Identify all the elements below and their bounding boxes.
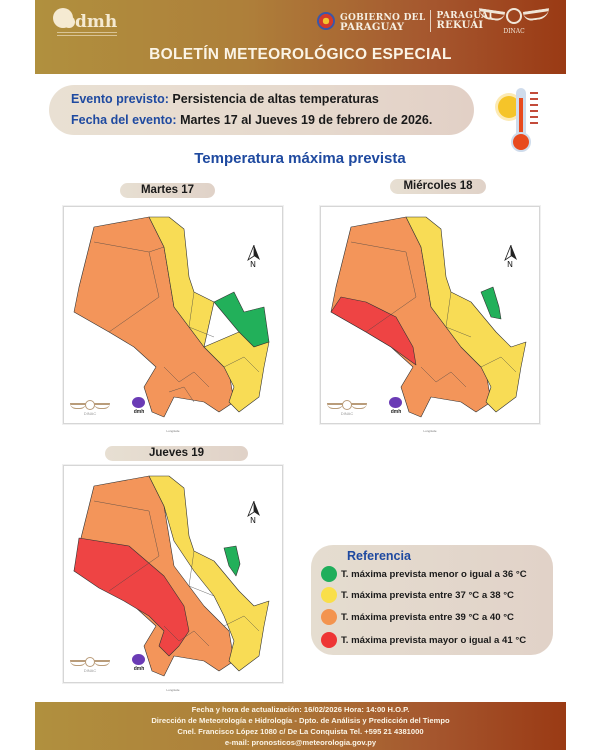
tick-mark bbox=[530, 116, 538, 118]
day-label-martes: Martes 17 bbox=[120, 183, 215, 198]
dinac-label: DINAC bbox=[503, 28, 525, 35]
paraguay-emblem-icon bbox=[317, 12, 335, 30]
date-label: Fecha del evento: bbox=[71, 113, 177, 127]
dmh-watermark-icon: dmh bbox=[130, 654, 148, 674]
dmh-mark-icon bbox=[132, 397, 145, 408]
dmh-mark-icon bbox=[132, 654, 145, 665]
paraguai-rekuai-text: PARAGUÁI REKUÁI bbox=[436, 11, 492, 31]
yellow-dot-icon bbox=[321, 587, 337, 603]
paraguay-map-jueves bbox=[73, 475, 270, 677]
paraguay-map-miercoles bbox=[330, 216, 527, 418]
dinac-wings-icon bbox=[479, 8, 549, 24]
update-timestamp: Fecha y hora de actualización: 16/02/202… bbox=[191, 705, 410, 714]
legend-item-green: T. máxima prevista menor o igual a 36 °C bbox=[321, 565, 527, 583]
section-title: Temperatura máxima prevista bbox=[194, 150, 406, 167]
thermometer-sun-icon bbox=[494, 86, 544, 156]
legend-label: T. máxima prevista entre 37 °C a 38 °C bbox=[341, 589, 514, 601]
map-miercoles: N DINAC dmh Longitude bbox=[320, 206, 540, 433]
paraguai-text: PARAGUÁI bbox=[436, 11, 493, 21]
contact-email: e-mail: pronosticos@meteorologia.gov.py bbox=[224, 738, 377, 747]
header-banner: dmh GOBIERNO DEL PARAGUAY PARAGUÁI REKUÁ… bbox=[35, 0, 566, 74]
gobierno-text: GOBIERNO DEL PARAGUAY bbox=[340, 10, 425, 33]
date-line: Fecha del evento: Martes 17 al Jueves 19… bbox=[71, 113, 432, 127]
dinac-watermark-icon: DINAC bbox=[327, 399, 367, 417]
dmh-logo-subtitle bbox=[57, 32, 117, 36]
dmh-logo-mark-part-icon bbox=[63, 16, 75, 28]
north-label: N bbox=[507, 260, 513, 269]
right-wing-icon bbox=[351, 403, 367, 409]
event-value: Persistencia de altas temperaturas bbox=[172, 92, 379, 106]
paraguay-map-martes bbox=[73, 216, 270, 418]
legend-item-yellow: T. máxima prevista entre 37 °C a 38 °C bbox=[321, 586, 514, 604]
dmh-watermark-text: dmh bbox=[133, 666, 145, 672]
date-value: Martes 17 al Jueves 19 de febrero de 202… bbox=[180, 113, 433, 127]
dinac-watermark-icon: DINAC bbox=[70, 656, 110, 674]
footer-banner: Fecha y hora de actualización: 16/02/202… bbox=[35, 702, 566, 750]
map-martes: N DINAC dmh Longitude bbox=[63, 206, 283, 433]
sun-icon bbox=[498, 96, 520, 118]
department-name: Dirección de Meteorología e Hidrología -… bbox=[151, 716, 450, 725]
north-arrow-icon: N bbox=[244, 245, 264, 271]
dinac-watermark-icon: DINAC bbox=[70, 399, 110, 417]
legend-label: T. máxima prevista entre 39 °C a 40 °C bbox=[341, 611, 514, 623]
thermometer-bulb bbox=[511, 132, 531, 152]
north-label: N bbox=[250, 260, 256, 269]
legend-item-orange: T. máxima prevista entre 39 °C a 40 °C bbox=[321, 608, 514, 626]
red-dot-icon bbox=[321, 632, 337, 648]
legend-item-red: T. máxima prevista mayor o igual a 41 °C bbox=[321, 631, 526, 649]
dinac-logo: DINAC bbox=[479, 4, 549, 38]
address-phone: Cnel. Francisco López 1080 c/ De La Conq… bbox=[177, 727, 424, 736]
tick-mark bbox=[530, 104, 538, 106]
rekuai-text: REKUÁI bbox=[436, 20, 484, 31]
right-wing-icon bbox=[94, 660, 110, 666]
right-wing-icon bbox=[523, 8, 549, 22]
orange-dot-icon bbox=[321, 609, 337, 625]
dmh-logo: dmh bbox=[51, 6, 121, 40]
map-jueves: N DINAC dmh Longitude bbox=[63, 465, 283, 692]
tick-mark bbox=[530, 92, 538, 94]
dinac-watermark-text: DINAC bbox=[340, 411, 354, 416]
dmh-watermark-icon: dmh bbox=[130, 397, 148, 417]
left-wing-icon bbox=[70, 403, 86, 409]
left-wing-icon bbox=[479, 8, 505, 22]
green-dot-icon bbox=[321, 566, 337, 582]
dmh-mark-icon bbox=[389, 397, 402, 408]
right-wing-icon bbox=[94, 403, 110, 409]
axis-x-label: Longitude bbox=[166, 429, 180, 433]
axis-x-label: Longitude bbox=[166, 688, 180, 692]
gobierno-big-text: PARAGUAY bbox=[340, 21, 405, 33]
tick-mark bbox=[530, 98, 538, 100]
tick-mark bbox=[530, 110, 538, 112]
gobierno-small-text: GOBIERNO DEL bbox=[340, 12, 426, 23]
legend-label: T. máxima prevista mayor o igual a 41 °C bbox=[341, 634, 527, 646]
legend-title: Referencia bbox=[347, 549, 411, 563]
dmh-watermark-icon: dmh bbox=[387, 397, 405, 417]
legend-box: Referencia T. máxima prevista menor o ig… bbox=[311, 545, 553, 655]
north-arrow-icon: N bbox=[501, 245, 521, 271]
north-arrow-icon: N bbox=[244, 501, 264, 527]
dmh-logo-text: dmh bbox=[75, 12, 118, 32]
dmh-watermark-text: dmh bbox=[133, 409, 145, 415]
logo-separator bbox=[430, 10, 432, 32]
tick-mark bbox=[530, 122, 538, 124]
north-label: N bbox=[250, 516, 256, 525]
left-wing-icon bbox=[327, 403, 343, 409]
left-wing-icon bbox=[70, 660, 86, 666]
dinac-watermark-text: DINAC bbox=[83, 411, 97, 416]
event-line: Evento previsto: Persistencia de altas t… bbox=[71, 92, 379, 106]
legend-label: T. máxima prevista menor o igual a 36 °C bbox=[341, 568, 527, 580]
axis-x-label: Longitude bbox=[423, 429, 437, 433]
gobierno-paraguay-logo: GOBIERNO DEL PARAGUAY PARAGUÁI REKUÁI bbox=[317, 8, 493, 34]
day-label-miercoles: Miércoles 18 bbox=[390, 179, 486, 194]
emblem-hub-icon bbox=[506, 8, 522, 24]
dmh-watermark-text: dmh bbox=[390, 409, 402, 415]
day-label-jueves: Jueves 19 bbox=[105, 446, 248, 461]
event-info-box: Evento previsto: Persistencia de altas t… bbox=[49, 85, 474, 135]
thermometer-fill bbox=[519, 98, 523, 140]
event-label: Evento previsto: bbox=[71, 92, 169, 106]
dinac-watermark-text: DINAC bbox=[83, 668, 97, 673]
bulletin-title: BOLETÍN METEOROLÓGICO ESPECIAL bbox=[149, 46, 452, 63]
